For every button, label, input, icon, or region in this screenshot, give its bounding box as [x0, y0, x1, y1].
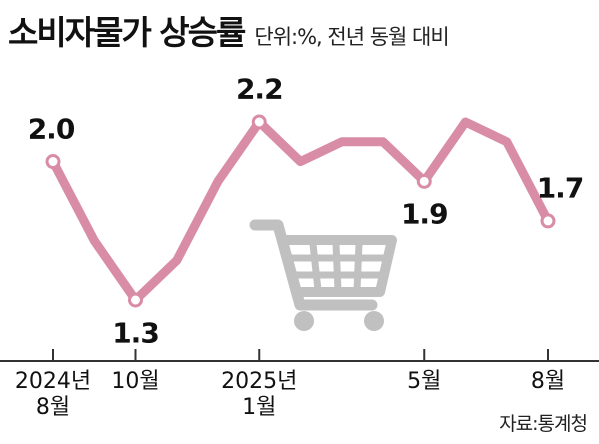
chart-header: 소비자물가 상승률 단위:%, 전년 동월 대비	[8, 6, 450, 54]
x-tick-label: 10월	[111, 369, 160, 394]
data-point-marker	[416, 173, 432, 189]
shopping-cart-icon	[249, 219, 397, 331]
data-label: 2.2	[235, 72, 284, 106]
data-point-marker	[45, 154, 61, 170]
source-note: 자료:통계청	[499, 413, 588, 435]
data-label: 2.0	[27, 112, 76, 146]
data-point-marker	[128, 292, 143, 308]
x-tick-label: 2024년 8월	[14, 369, 92, 420]
x-tick-label: 8월	[530, 369, 566, 394]
data-label: 1.9	[400, 197, 449, 231]
data-label: 1.7	[536, 171, 585, 205]
x-tick-label: 2025년 1월	[221, 369, 298, 420]
chart-subtitle: 단위:%, 전년 동월 대비	[254, 25, 449, 49]
data-point-marker	[251, 114, 267, 130]
data-point-marker	[540, 213, 556, 229]
chart-title: 소비자물가 상승률	[8, 13, 246, 52]
x-tick-label: 5월	[407, 369, 442, 394]
data-label: 1.3	[112, 316, 160, 350]
